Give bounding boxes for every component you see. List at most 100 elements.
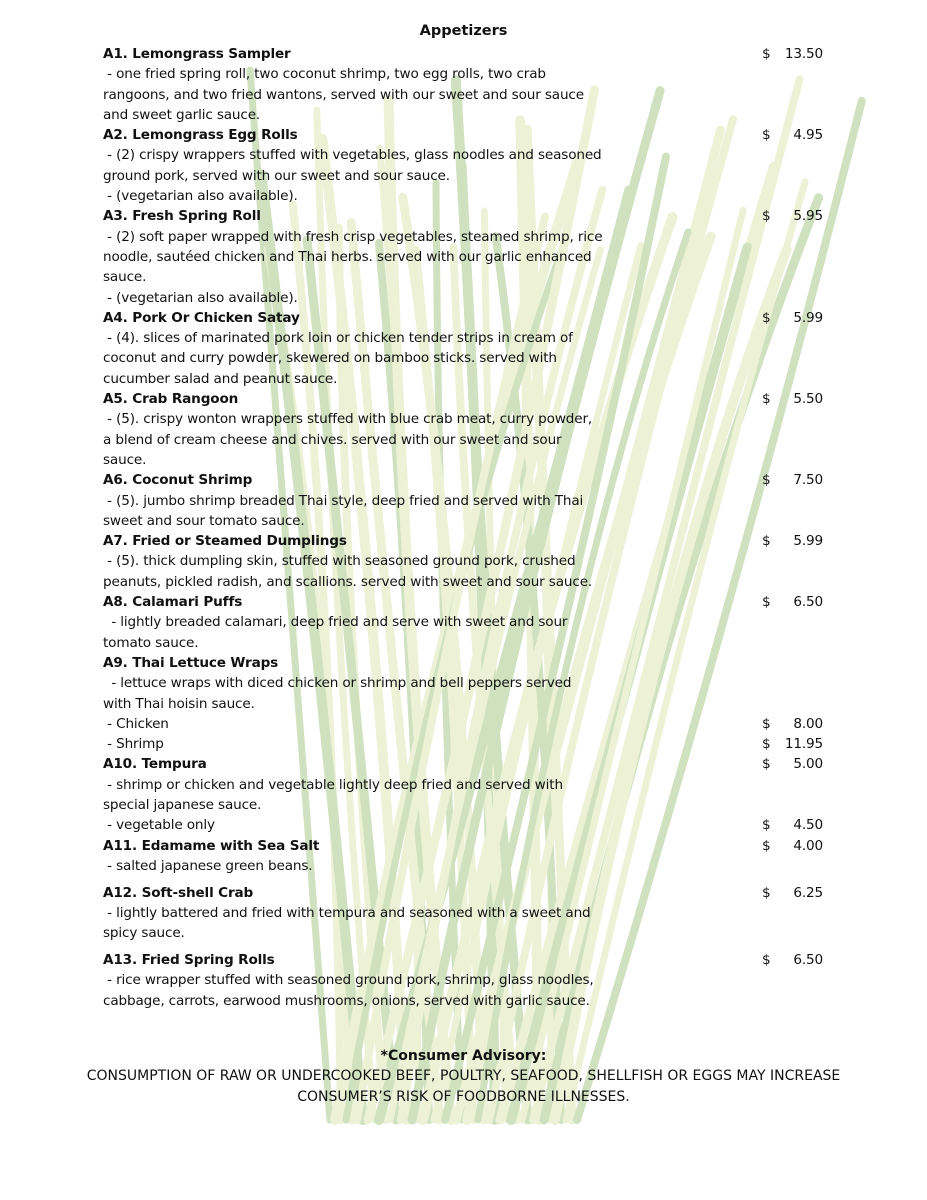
lemongrass-stalk [386, 246, 604, 1124]
lemongrass-stalk [288, 200, 345, 1124]
menu-item-header: A8. Calamari Puffs $6.50 [103, 592, 833, 612]
price-value: 7.50 [793, 472, 823, 489]
menu-item: A5. Crab Rangoon $5.50 - (5). crispy wont… [103, 389, 833, 470]
menu-item: A8. Calamari Puffs $6.50 - lightly breade… [103, 592, 833, 653]
menu-item-title: A3. Fresh Spring Roll [103, 208, 261, 225]
price-value: 5.99 [793, 533, 823, 550]
menu-item-description: cucumber salad and peanut sauce. [103, 370, 338, 387]
menu-item-description: - one fried spring roll, two coconut shr… [103, 66, 546, 83]
currency-symbol: $ [762, 817, 771, 834]
option-label: - vegetable only [103, 817, 215, 834]
menu-item-description: - (5). crispy wonton wrappers stuffed wi… [103, 411, 593, 428]
menu-item-description: and sweet garlic sauce. [103, 106, 261, 123]
menu-item-description: tomato sauce. [103, 634, 199, 651]
menu-item-description: sweet and sour tomato sauce. [103, 512, 305, 529]
lemongrass-stalk [383, 94, 456, 1125]
menu-item-header: A5. Crab Rangoon $5.50 [103, 389, 833, 409]
advisory-line: CONSUMER’S RISK OF FOODBORNE ILLNESSES. [297, 1088, 630, 1105]
menu-item: A4. Pork Or Chicken Satay $5.99 - (4). sl… [103, 308, 833, 389]
price-value: 5.00 [793, 756, 823, 773]
menu-item-option: - Shrimp $11.95 [103, 734, 833, 754]
menu-item-description: - lightly battered and fried with tempur… [103, 904, 591, 921]
menu-item-title: A1. Lemongrass Sampler [103, 46, 291, 62]
menu-item: A13. Fried Spring Rolls $6.50 - rice wrap… [103, 950, 833, 1011]
price-value: 6.50 [793, 594, 823, 611]
menu-item-title: A4. Pork Or Chicken Satay [103, 309, 300, 326]
currency-symbol: $ [762, 127, 771, 144]
lemongrass-stalk [430, 241, 645, 1124]
menu-item-header: A2. Lemongrass Egg Rolls $4.95 [103, 125, 833, 145]
menu-item-title: A10. Tempura [103, 756, 207, 773]
menu-item-description: - (2) crispy wrappers stuffed with veget… [103, 147, 602, 164]
menu-item-description: special japanese sauce. [103, 796, 262, 813]
advisory-title: *Consumer Advisory: [380, 1048, 547, 1064]
menu-item: A3. Fresh Spring Roll $5.95 - (2) soft pa… [103, 206, 833, 307]
currency-symbol: $ [762, 46, 771, 62]
menu-item-description: ground pork, served with our sweet and s… [103, 167, 450, 184]
currency-symbol: $ [762, 594, 771, 611]
menu-item-title: A8. Calamari Puffs [103, 594, 243, 611]
price-value: 6.25 [793, 884, 823, 901]
menu-item-header: A12. Soft-shell Crab $6.25 [103, 883, 833, 903]
lemongrass-stalk [518, 206, 747, 1124]
advisory-line: CONSUMPTION OF RAW OR UNDERCOOKED BEEF, … [86, 1068, 841, 1085]
price-value: 4.00 [793, 837, 823, 854]
menu-item-title: A9. Thai Lettuce Wraps [103, 654, 279, 671]
lemongrass-stalk [529, 75, 804, 1124]
menu-item-description: rangoons, and two fried wantons, served … [103, 86, 584, 103]
menu-item-description: - lettuce wraps with diced chicken or sh… [103, 675, 572, 692]
menu-item-description: a blend of cream cheese and chives. serv… [103, 431, 562, 448]
menu-item-description: - (5). jumbo shrimp breaded Thai style, … [103, 492, 584, 509]
lemongrass-stalk [363, 85, 599, 1125]
menu-item-description: - salted japanese green beans. [103, 857, 313, 874]
lemongrass-stalk [550, 244, 792, 1125]
currency-symbol: $ [762, 884, 771, 901]
menu-item-description: - (vegetarian also available). [103, 289, 298, 306]
menu-item-description: coconut and curry powder, skewered on ba… [103, 350, 557, 367]
lemongrass-stalk [397, 185, 607, 1124]
menu-item: A10. Tempura $5.00 - shrimp or chicken an… [103, 754, 833, 835]
menu-item-description: spicy sauce. [103, 925, 185, 942]
menu-item: A12. Soft-shell Crab $6.25 - lightly batt… [103, 883, 833, 944]
lemongrass-stalk [246, 66, 334, 1124]
menu-item-title: A7. Fried or Steamed Dumplings [103, 533, 347, 550]
menu-item-description: - (vegetarian also available). [103, 188, 298, 205]
lemongrass-stalk [474, 228, 692, 1124]
lemongrass-stalk [317, 133, 412, 1125]
menu-item-title: A2. Lemongrass Egg Rolls [103, 127, 298, 144]
lemongrass-stalk [407, 86, 665, 1125]
lemongrass-stalk [562, 178, 809, 1124]
lemongrass-stalk [539, 193, 824, 1125]
menu-item-description: sauce. [103, 269, 147, 286]
lemongrass-stalk [441, 152, 670, 1124]
price-value: 4.95 [793, 127, 823, 144]
menu-item-title: A12. Soft-shell Crab [103, 884, 254, 901]
menu-item-header: A10. Tempura $5.00 [103, 754, 833, 774]
menu-item-description: sauce. [103, 451, 147, 468]
section-heading: Appetizers [419, 23, 508, 39]
menu-item-header: A4. Pork Or Chicken Satay $5.99 [103, 308, 833, 328]
menu-item-description: noodle, sautéed chicken and Thai herbs. … [103, 248, 592, 265]
menu-item-header: A1. Lemongrass Sampler $13.50 [103, 44, 833, 64]
consumer-advisory: *Consumer Advisory: CONSUMPTION OF RAW O… [0, 1046, 927, 1107]
menu-item-description: with Thai hoisin sauce. [103, 695, 255, 712]
menu-item-header: A7. Fried or Steamed Dumplings $5.99 [103, 531, 833, 551]
currency-symbol: $ [762, 736, 771, 753]
option-label: - Chicken [103, 715, 169, 732]
menu-item: A1. Lemongrass Sampler $13.50 - one fried… [103, 44, 833, 125]
menu-item-option: - Chicken $8.00 [103, 714, 833, 734]
menu-item-header: A3. Fresh Spring Roll $5.95 [103, 206, 833, 226]
menu-item-title: A11. Edamame with Sea Salt [103, 837, 320, 854]
menu-item: A6. Coconut Shrimp $7.50 - (5). jumbo shr… [103, 470, 833, 531]
menu-item-title: A5. Crab Rangoon [103, 391, 239, 408]
menu-item: A9. Thai Lettuce Wraps - lettuce wraps w… [103, 653, 833, 754]
menu-item-header: A9. Thai Lettuce Wraps [103, 653, 833, 673]
currency-symbol: $ [762, 391, 771, 408]
lemongrass-stalk [485, 115, 738, 1124]
currency-symbol: $ [762, 208, 771, 225]
price-value: 11.95 [784, 736, 823, 753]
price-value: 5.50 [793, 391, 823, 408]
lemongrass-stalk [256, 169, 368, 1125]
price-value: 4.50 [793, 817, 823, 834]
